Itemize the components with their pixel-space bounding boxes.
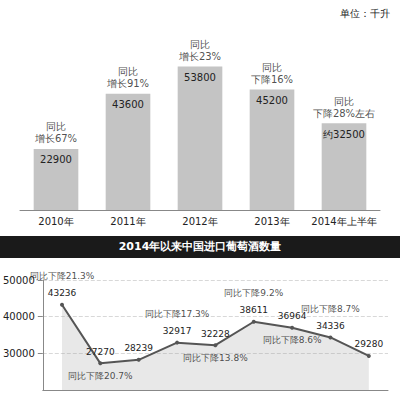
svg-text:22900: 22900 [40, 154, 72, 165]
svg-text:单位：千升: 单位：千升 [340, 8, 390, 19]
svg-text:53800: 53800 [184, 72, 216, 83]
svg-text:34336: 34336 [316, 321, 345, 331]
svg-text:32917: 32917 [163, 326, 192, 336]
svg-text:2013年: 2013年 [254, 216, 289, 227]
svg-text:2012年: 2012年 [182, 216, 217, 227]
svg-text:43600: 43600 [112, 99, 144, 110]
svg-text:40000: 40000 [3, 311, 35, 322]
svg-text:45200: 45200 [256, 95, 288, 106]
svg-text:同比下降13.8%: 同比下降13.8% [183, 353, 248, 363]
svg-text:同比: 同比 [118, 66, 138, 77]
svg-text:同比下降9.2%: 同比下降9.2% [224, 288, 283, 298]
svg-text:2014年上半年: 2014年上半年 [311, 216, 376, 227]
svg-text:2011年: 2011年 [110, 216, 145, 227]
svg-text:同比下降8.6%: 同比下降8.6% [263, 335, 322, 345]
svg-text:29280: 29280 [355, 339, 384, 349]
svg-text:同比: 同比 [190, 39, 210, 50]
svg-text:增长23%: 增长23% [178, 51, 221, 62]
svg-text:同比: 同比 [334, 96, 354, 107]
svg-text:下降28%左右: 下降28%左右 [313, 108, 375, 119]
svg-text:同比下降21.3%: 同比下降21.3% [30, 271, 95, 281]
svg-text:同比: 同比 [262, 62, 282, 73]
svg-text:增长67%: 增长67% [34, 133, 77, 144]
svg-text:同比: 同比 [46, 121, 66, 132]
svg-text:36964: 36964 [277, 311, 307, 322]
svg-text:同比下降8.7%: 同比下降8.7% [301, 304, 360, 314]
svg-text:2014年以来中国进口葡萄酒数量: 2014年以来中国进口葡萄酒数量 [119, 240, 282, 253]
svg-text:30000: 30000 [3, 348, 35, 359]
svg-text:28239: 28239 [124, 343, 153, 353]
svg-text:下降16%: 下降16% [251, 74, 293, 85]
svg-text:27270: 27270 [86, 347, 115, 357]
svg-text:2010年: 2010年 [38, 216, 73, 227]
svg-text:50000: 50000 [3, 274, 35, 286]
svg-text:增长91%: 增长91% [106, 78, 149, 89]
svg-text:32228: 32228 [201, 329, 230, 339]
svg-text:同比下降17.3%: 同比下降17.3% [145, 309, 210, 319]
svg-text:43236: 43236 [48, 288, 77, 298]
svg-text:38611: 38611 [239, 305, 268, 315]
svg-text:约32500: 约32500 [323, 129, 365, 140]
svg-text:同比下降20.7%: 同比下降20.7% [68, 371, 133, 381]
